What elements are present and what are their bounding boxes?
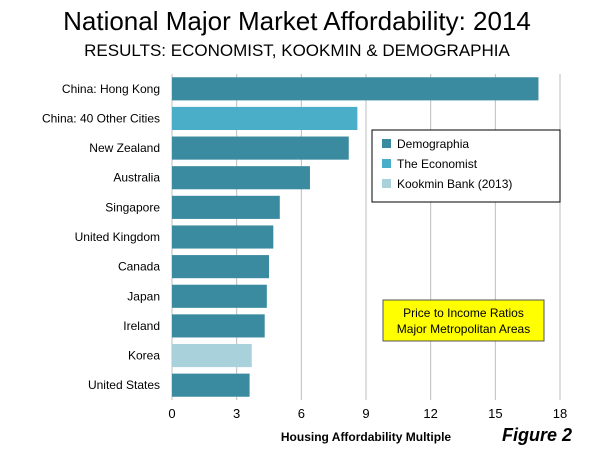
x-tick-label: 9: [362, 406, 369, 421]
category-label: United Kingdom: [75, 230, 160, 244]
chart-title: National Major Market Affordability: 201…: [63, 6, 531, 36]
bar: [172, 195, 280, 219]
legend-swatch: [382, 159, 391, 168]
x-tick-label: 12: [423, 406, 437, 421]
bar: [172, 343, 252, 368]
annotation-box: Price to Income Ratios Major Metropolitan…: [382, 299, 545, 342]
x-tick-label: 15: [488, 406, 502, 421]
bar: [172, 166, 310, 190]
legend-swatch: [382, 179, 391, 188]
category-label: Australia: [113, 171, 160, 185]
figure-label: Figure 2: [502, 425, 572, 445]
bar: [172, 77, 539, 101]
x-axis-label: Housing Affordability Multiple: [281, 430, 452, 444]
category-label: Japan: [127, 289, 160, 303]
bars: [172, 77, 539, 397]
legend-label: The Economist: [397, 157, 478, 171]
x-tick-label: 0: [168, 406, 175, 421]
bar: [172, 136, 349, 160]
annotation-line: Major Metropolitan Areas: [397, 322, 530, 336]
category-label: Korea: [128, 349, 160, 363]
bar: [172, 255, 269, 279]
category-label: Canada: [118, 260, 160, 274]
x-tick-labels: 0 3 6 9 12 15 18: [168, 406, 567, 421]
category-label: United States: [88, 378, 160, 392]
bar: [172, 225, 274, 249]
legend-swatch: [382, 139, 391, 148]
legend: Demographia The Economist Kookmin Bank (20…: [371, 129, 561, 203]
chart-subtitle: RESULTS: ECONOMIST, KOOKMIN & DEMOGRAPHI…: [84, 41, 510, 60]
category-label: Ireland: [123, 319, 160, 333]
category-labels: China: Hong Kong China: 40 Other Cities Ne…: [42, 82, 160, 392]
bar: [172, 314, 265, 338]
annotation-line: Price to Income Ratios: [403, 306, 524, 320]
annotation-background: [382, 299, 545, 342]
bar: [172, 284, 267, 308]
x-tick-label: 6: [298, 406, 305, 421]
category-label: China: Hong Kong: [62, 82, 160, 96]
legend-label: Demographia: [397, 137, 469, 151]
x-tick-label: 3: [233, 406, 240, 421]
legend-box: [371, 129, 561, 203]
bar: [172, 373, 250, 397]
x-tick-label: 18: [553, 406, 567, 421]
category-label: New Zealand: [89, 141, 160, 155]
legend-label: Kookmin Bank (2013): [397, 177, 512, 191]
bar: [172, 106, 358, 131]
category-label: China: 40 Other Cities: [42, 111, 160, 125]
category-label: Singapore: [105, 200, 160, 214]
